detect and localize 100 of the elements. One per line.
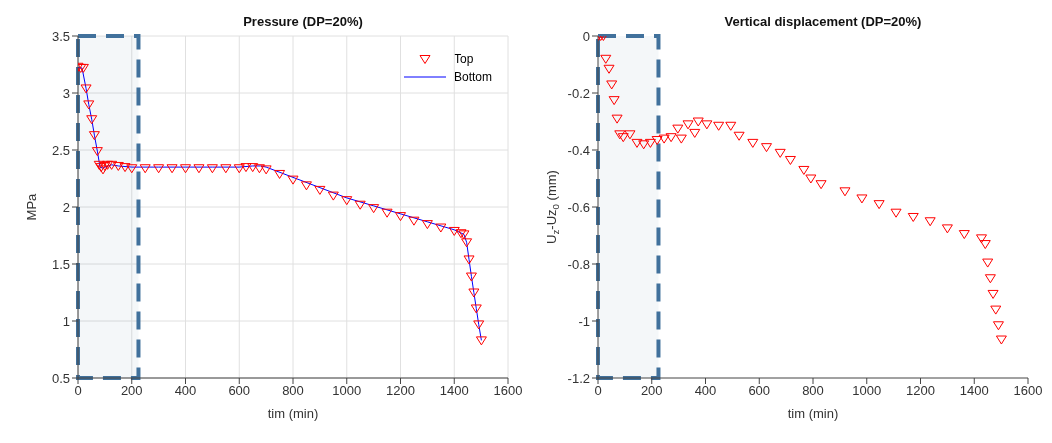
point: [990, 305, 1002, 315]
point: [984, 274, 996, 284]
point: [88, 131, 100, 141]
point: [747, 138, 759, 148]
point: [651, 136, 663, 146]
point: [805, 174, 817, 184]
x-tick-label: 0: [74, 383, 82, 399]
y-tick-label: 0: [582, 28, 590, 44]
point: [979, 240, 991, 250]
legend-label: Top: [453, 52, 474, 66]
point: [784, 155, 796, 165]
y-tick-label: -0.8: [567, 256, 590, 272]
point: [733, 131, 745, 141]
y-tick-label: 1.5: [51, 256, 70, 272]
point: [725, 121, 737, 131]
point: [80, 84, 92, 94]
point: [701, 120, 713, 130]
point: [233, 164, 245, 174]
y-tick-label: -1.2: [567, 370, 590, 386]
y-tick-label: 1: [62, 313, 70, 329]
x-tick-label: 1600: [493, 383, 523, 399]
point: [126, 164, 138, 174]
point: [631, 138, 643, 148]
point: [247, 163, 259, 173]
point: [774, 148, 786, 158]
point: [106, 160, 118, 170]
point: [665, 133, 677, 143]
x-tick-label: 1000: [852, 383, 882, 399]
point: [606, 80, 618, 90]
y-tick-label: 0.5: [51, 370, 70, 386]
point: [139, 164, 151, 174]
point: [675, 134, 687, 144]
x-tick-label: 400: [694, 383, 717, 399]
point: [448, 226, 460, 236]
point: [206, 164, 218, 174]
point: [153, 164, 165, 174]
point: [368, 204, 380, 214]
y-tick-label: 2.5: [51, 142, 70, 158]
point: [992, 321, 1004, 331]
x-axis-title: tim (min): [787, 406, 839, 421]
x-tick-label: 400: [174, 383, 197, 399]
point: [314, 185, 326, 195]
x-axis-title: tim (min): [267, 406, 319, 421]
point: [638, 140, 650, 150]
x-tick-label: 1200: [906, 383, 935, 399]
point: [603, 64, 615, 74]
point: [300, 181, 312, 191]
y-tick-label: -0.4: [567, 142, 590, 158]
point: [287, 175, 299, 185]
point: [958, 230, 970, 240]
point: [761, 143, 773, 153]
point: [682, 120, 694, 130]
point: [976, 234, 988, 244]
point: [435, 223, 447, 233]
chart-title: Vertical displacement (DP=20%): [723, 14, 923, 29]
point: [260, 165, 272, 175]
point: [611, 114, 623, 124]
x-tick-label: 1400: [439, 383, 469, 399]
x-tick-label: 800: [802, 383, 824, 399]
point: [274, 169, 286, 179]
point: [465, 272, 477, 282]
point: [924, 217, 936, 227]
point: [220, 164, 232, 174]
y-tick-label: 2: [62, 199, 70, 215]
point: [982, 258, 994, 268]
point: [395, 212, 406, 222]
point: [408, 216, 420, 226]
point: [180, 164, 191, 174]
point: [327, 191, 339, 201]
point: [91, 147, 103, 157]
point: [672, 124, 684, 134]
point: [83, 100, 95, 110]
point: [873, 200, 885, 210]
x-tick-label: 1000: [332, 383, 362, 399]
y-axis-title: MPa: [24, 192, 39, 221]
point: [815, 180, 827, 190]
point: [689, 128, 701, 138]
y-tick-label: 3: [62, 85, 70, 101]
point: [112, 161, 124, 171]
x-tick-label: 600: [228, 383, 251, 399]
point: [240, 163, 252, 173]
x-tick-label: 200: [120, 383, 143, 399]
point: [798, 165, 810, 175]
legend-label: Bottom: [453, 70, 492, 84]
point: [941, 224, 953, 234]
point: [86, 115, 98, 125]
point: [995, 335, 1007, 345]
point: [624, 130, 636, 140]
x-tick-label: 200: [640, 383, 663, 399]
point: [987, 289, 999, 299]
point: [907, 212, 919, 222]
y-tick-label: 3.5: [51, 28, 70, 44]
point: [341, 196, 353, 206]
point: [692, 117, 704, 127]
x-tick-label: 600: [748, 383, 771, 399]
point: [475, 336, 487, 346]
point: [473, 320, 485, 330]
point: [713, 121, 725, 131]
x-tick-label: 0: [594, 383, 602, 399]
point: [381, 208, 393, 218]
